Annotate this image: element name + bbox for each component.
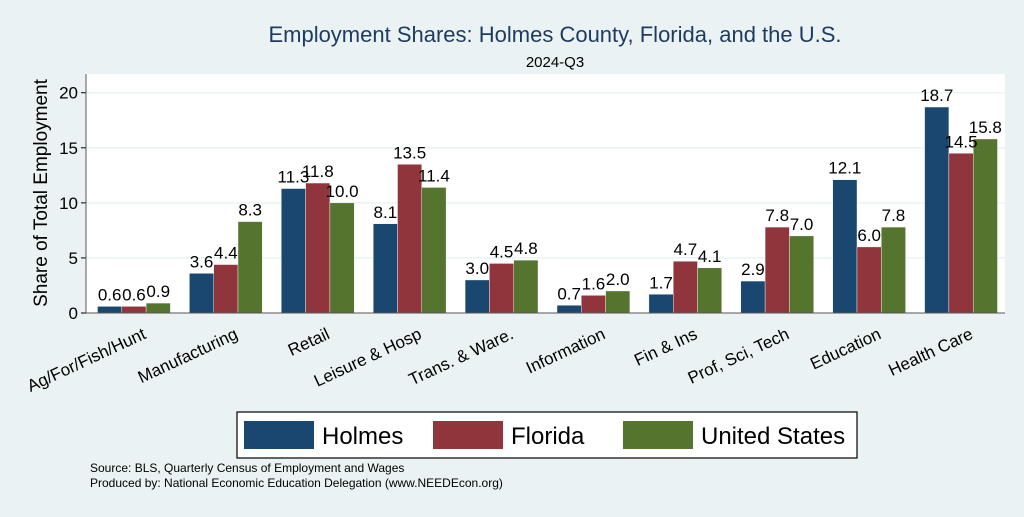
bar-florida (121, 306, 147, 314)
legend-label: United States (701, 423, 845, 450)
bar-florida (213, 264, 239, 314)
data-label: 14.5 (945, 132, 978, 151)
y-tick-label: 15 (59, 139, 78, 158)
data-label: 11.8 (302, 162, 334, 181)
bar-holmes (281, 188, 306, 314)
y-tick-label: 10 (59, 194, 78, 213)
data-label: 8.1 (374, 203, 398, 222)
bar-holmes (556, 305, 582, 314)
bar-united-states (973, 138, 998, 314)
data-label: 7.8 (765, 206, 789, 225)
data-label: 0.6 (122, 285, 146, 304)
legend-label: Holmes (322, 423, 403, 450)
data-label: 12.1 (828, 159, 861, 178)
bar-florida (673, 261, 698, 314)
bar-united-states (789, 235, 814, 314)
x-tick-label: Manufacturing (135, 324, 241, 387)
data-label: 4.4 (214, 244, 238, 263)
data-label: 7.8 (882, 206, 906, 225)
data-label: 1.7 (649, 273, 673, 292)
data-label: 11.3 (278, 168, 310, 187)
bar-holmes (832, 179, 858, 314)
bar-holmes (464, 279, 490, 314)
y-tick-label: 20 (59, 84, 78, 103)
bar-holmes (97, 306, 122, 314)
bar-florida (489, 263, 514, 314)
x-tick-label: Health Care (886, 324, 976, 380)
data-label: 3.0 (465, 259, 489, 278)
data-label: 0.6 (98, 285, 122, 304)
data-label: 15.8 (969, 118, 1002, 137)
bar-holmes (189, 273, 214, 314)
data-label: 0.7 (557, 284, 581, 303)
data-label: 0.9 (146, 282, 170, 301)
data-label: 11.4 (418, 166, 450, 185)
bar-united-states (421, 187, 447, 314)
data-label: 10.0 (326, 182, 359, 201)
x-tick-label: Prof, Sci, Tech (685, 324, 792, 387)
x-tick-label: Trans. & Ware. (406, 324, 516, 389)
bar-florida (305, 182, 331, 314)
chart-title: Employment Shares: Holmes County, Florid… (268, 22, 841, 47)
data-label: 6.0 (857, 226, 881, 245)
bar-florida (948, 153, 974, 314)
legend-swatch (244, 421, 314, 449)
produced-by-note: Produced by: National Economic Education… (90, 476, 503, 490)
bar-united-states (237, 221, 263, 314)
y-tick-label: 0 (69, 304, 78, 323)
y-axis-label: Share of Total Employment (31, 78, 52, 306)
bar-united-states (881, 226, 906, 314)
data-label: 2.0 (606, 270, 630, 289)
bar-united-states (329, 202, 355, 314)
x-tick-label: Ag/For/Fish/Hunt (24, 324, 149, 396)
chart-subtitle: 2024-Q3 (526, 54, 584, 71)
data-label: 7.0 (790, 215, 814, 234)
bar-florida (397, 164, 422, 314)
legend: Holmes Florida United States (236, 411, 858, 459)
bar-florida (764, 226, 790, 314)
data-label: 8.3 (238, 201, 262, 220)
bar-united-states (605, 290, 631, 314)
data-label: 4.5 (490, 242, 514, 261)
data-label: 18.7 (920, 86, 953, 105)
data-label: 13.5 (393, 143, 426, 162)
data-label: 2.9 (741, 260, 765, 279)
data-label: 4.7 (674, 240, 698, 259)
bar-holmes (648, 294, 674, 314)
data-label: 3.6 (190, 252, 214, 271)
data-label: 4.8 (514, 239, 538, 258)
legend-swatch (433, 421, 503, 449)
bar-holmes (373, 223, 398, 314)
x-tick-label: Education (807, 324, 884, 373)
y-tick-label: 5 (69, 249, 78, 268)
x-tick-label: Retail (285, 324, 332, 360)
bar-united-states (697, 267, 722, 314)
data-label: 1.6 (582, 274, 606, 293)
bar-florida (856, 246, 882, 314)
data-label: 4.1 (698, 247, 722, 266)
legend-swatch (623, 421, 693, 449)
source-note: Source: BLS, Quarterly Census of Employm… (90, 461, 404, 475)
legend-label: Florida (511, 423, 585, 450)
bar-united-states (513, 259, 539, 314)
bar-united-states (145, 302, 171, 314)
x-tick-label: Information (523, 324, 608, 377)
bar-florida (581, 295, 606, 314)
bar-holmes (740, 280, 766, 314)
x-tick-label: Fin & Ins (631, 324, 700, 370)
